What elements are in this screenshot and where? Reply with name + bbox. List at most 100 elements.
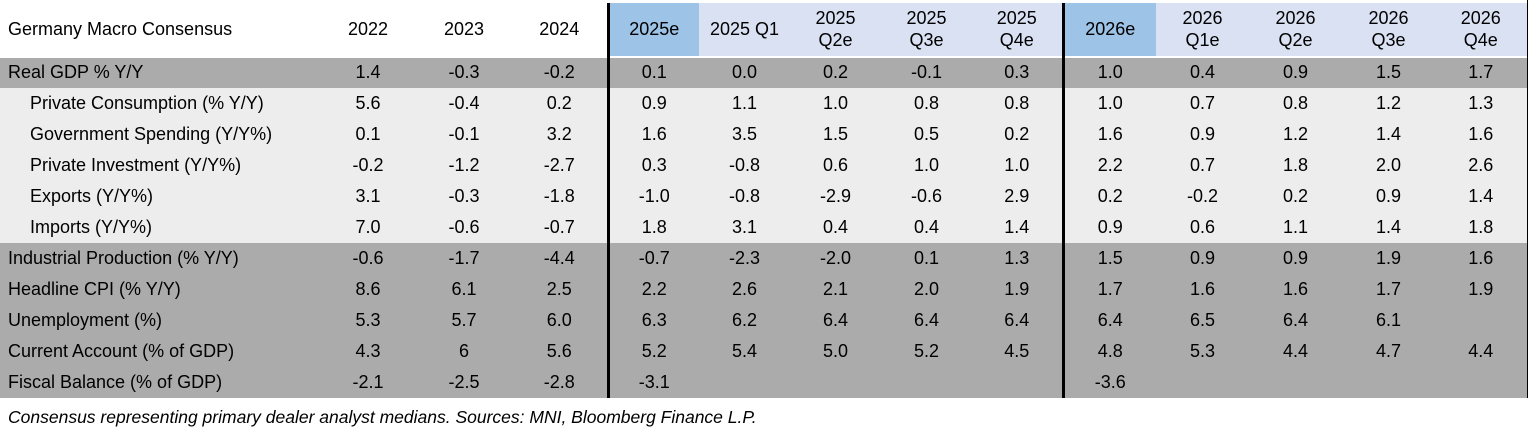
col-header-2024: 2024: [512, 0, 608, 58]
value-cell: [1156, 367, 1249, 398]
value-cell: 1.6: [606, 118, 699, 150]
value-cell: -4.4: [543, 247, 575, 268]
value-cell: 5.2: [606, 335, 699, 367]
value-cell: 5.2: [913, 340, 940, 361]
table-row: Headline CPI (% Y/Y) 8.6 6.1 2.5 2.2 2.6 2.1 2.…: [0, 273, 1528, 305]
value-cell: -0.3: [448, 185, 480, 206]
row-label: Headline CPI (% Y/Y): [8, 278, 181, 299]
value-cell: 3.1: [355, 185, 381, 206]
value-cell: 0.1: [606, 56, 699, 88]
table-row: Real GDP % Y/Y 1.4 -0.3 -0.2 0.1 0.0 0.2 -0.1 0.…: [0, 56, 1528, 88]
value-cell: 4.4: [1435, 335, 1528, 367]
value-cell: [972, 367, 1063, 398]
value-cell: -0.2: [1186, 185, 1219, 206]
value-cell: 1.0: [1061, 56, 1156, 88]
value-cell: 6.5: [1189, 309, 1216, 330]
value-cell: 0.6: [822, 154, 849, 175]
value-cell: 0.4: [1189, 62, 1216, 82]
table-row: Industrial Production (% Y/Y) -0.6 -1.7 -4.…: [0, 242, 1528, 274]
table-row: Government Spending (Y/Y%) 0.1 -0.1 3.2 1.6 3…: [0, 118, 1528, 150]
value-cell: 2.9: [1004, 185, 1030, 206]
table-row: Private Investment (Y/Y%) -0.2 -1.2 -2.7 0.3…: [0, 149, 1528, 181]
value-cell: 8.6: [355, 278, 381, 299]
col-header-2025-q1: 2025 Q1: [699, 0, 790, 58]
col-header-2026e: 2026e: [1061, 0, 1156, 58]
value-cell: 0.2: [1282, 185, 1309, 206]
table-row: Private Consumption (% Y/Y) 5.6 -0.4 0.2 0.9…: [0, 87, 1528, 119]
value-cell: -0.8: [728, 185, 761, 206]
value-cell: 0.1: [913, 247, 940, 268]
row-label: Government Spending (Y/Y%): [30, 123, 273, 144]
value-cell: 2.0: [1375, 154, 1402, 175]
col-header-2026-q4e: 2026 Q4e: [1435, 0, 1528, 58]
value-cell: 0.9: [1189, 247, 1216, 268]
value-cell: -1.8: [543, 185, 575, 206]
value-cell: 1.1: [1282, 216, 1309, 237]
col-header-2023: 2023: [416, 0, 512, 58]
value-cell: 0.7: [1189, 92, 1216, 113]
value-cell: 1.5: [1061, 242, 1156, 274]
value-cell: 6.4: [1004, 309, 1030, 330]
value-cell: -2.3: [728, 247, 761, 268]
col-header-2025-q3e: 2025 Q3e: [881, 0, 972, 58]
value-cell: [881, 367, 972, 398]
value-cell: -1.7: [448, 247, 480, 268]
value-cell: 6.2: [731, 309, 758, 330]
table-row: Fiscal Balance (% of GDP) -2.1 -2.5 -2.8 -3.…: [0, 366, 1528, 398]
value-cell: 6.3: [606, 304, 699, 336]
value-cell: 1.7: [1375, 278, 1402, 299]
row-label: Real GDP % Y/Y: [8, 62, 144, 82]
value-cell: 6: [458, 340, 469, 361]
value-cell: 1.3: [1004, 247, 1030, 268]
value-cell: 1.5: [822, 123, 849, 144]
value-cell: 1.6: [1061, 118, 1156, 150]
value-cell: 0.0: [731, 62, 758, 82]
row-label: Private Investment (Y/Y%): [30, 154, 242, 175]
value-cell: 6.4: [822, 309, 849, 330]
value-cell: 1.0: [913, 154, 940, 175]
value-cell: 3.1: [731, 216, 758, 237]
table-row: Exports (Y/Y%) 3.1 -0.3 -1.8 -1.0 -0.8 -2.9 -0.…: [0, 180, 1528, 212]
value-cell: 2.1: [822, 278, 849, 299]
value-cell: 1.4: [1375, 216, 1402, 237]
value-cell: -0.6: [448, 216, 480, 237]
header-row: Germany Macro Consensus 2022 2023 2024 2025…: [0, 0, 1528, 58]
value-cell: -1.2: [448, 154, 480, 175]
value-cell: -0.7: [543, 216, 575, 237]
value-cell: 1.4: [1375, 123, 1402, 144]
value-cell: 0.8: [1282, 92, 1309, 113]
footnote-text: Consensus representing primary dealer an…: [0, 397, 1528, 438]
value-cell: 1.6: [1282, 278, 1309, 299]
value-cell: 7.0: [355, 216, 381, 237]
value-cell: -1.0: [606, 180, 699, 212]
value-cell: 0.4: [913, 216, 940, 237]
value-cell: [790, 367, 881, 398]
value-cell: 3.2: [546, 123, 572, 144]
row-label: Fiscal Balance (% of GDP): [8, 371, 223, 392]
value-cell: 2.2: [1061, 149, 1156, 181]
value-cell: 0.8: [913, 92, 940, 113]
value-cell: [1435, 366, 1528, 398]
col-header-2025e: 2025e: [606, 0, 699, 58]
value-cell: 0.9: [1189, 123, 1216, 144]
value-cell: 1.9: [1435, 273, 1528, 305]
value-cell: 1.6: [1435, 242, 1528, 274]
value-cell: 1.0: [1061, 87, 1156, 119]
value-cell: 0.9: [1375, 185, 1402, 206]
value-cell: 2.0: [913, 278, 940, 299]
row-label: Current Account (% of GDP): [8, 340, 235, 361]
table-row: Unemployment (%) 5.3 5.7 6.0 6.3 6.2 6.4 6.4 6.4…: [0, 304, 1528, 336]
value-cell: [1249, 367, 1342, 398]
value-cell: 5.6: [546, 340, 572, 361]
value-cell: -0.1: [910, 62, 943, 82]
value-cell: [699, 367, 790, 398]
col-header-2025-q2e: 2025 Q2e: [790, 0, 881, 58]
col-header-2025-q4e: 2025 Q4e: [972, 0, 1063, 58]
col-header-2026-q3e: 2026 Q3e: [1342, 0, 1435, 58]
value-cell: 2.6: [731, 278, 758, 299]
value-cell: 6.1: [451, 278, 477, 299]
value-cell: -3.6: [1061, 366, 1156, 398]
value-cell: -0.2: [352, 154, 384, 175]
value-cell: 6.4: [1282, 309, 1309, 330]
value-cell: 0.1: [355, 123, 381, 144]
